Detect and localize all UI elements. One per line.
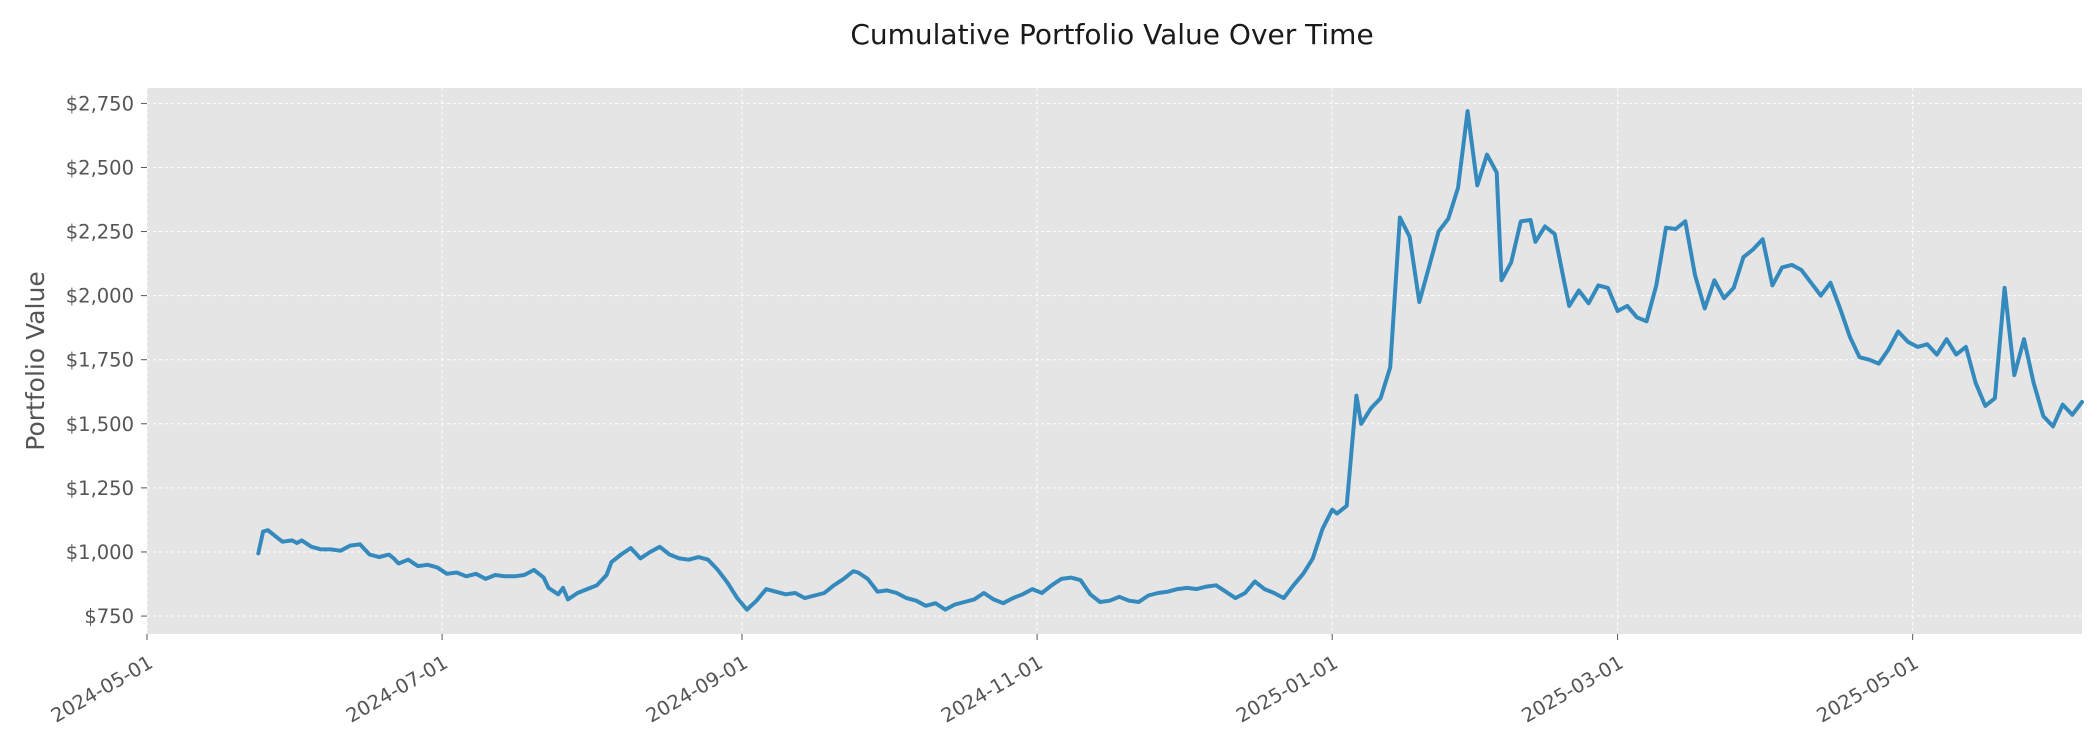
y-tick-label: $2,250 [66,221,134,244]
y-tick-label: $2,000 [66,285,134,308]
series-line-0 [256,109,2084,612]
y-tick-label: $750 [84,605,134,628]
x-tick-label: 2025-01-01 [1232,651,1342,728]
x-tick-label: 2024-09-01 [642,651,752,728]
x-tick-label: 2025-03-01 [1518,651,1628,728]
y-axis-label: Portfolio Value [21,271,50,450]
x-tick-label: 2025-05-01 [1813,651,1923,728]
x-tick-label: 2024-05-01 [47,651,157,728]
y-tick-label: $1,500 [66,413,134,436]
x-tick-label: 2024-07-01 [342,651,452,728]
x-tick-label: 2024-11-01 [937,651,1047,728]
grid-lines [146,88,2082,634]
y-ticks: $750 $1,000 $1,250 $1,500 $1,750 $2,000 $2,250… [66,92,147,628]
data-series [256,109,2084,612]
y-tick-label: $2,750 [66,92,134,115]
plot-area [147,88,2082,634]
y-tick-label: $2,500 [66,156,134,179]
y-tick-label: $1,250 [66,477,134,500]
x-ticks: 2024-05-01 2024-07-01 2024-09-01 2024-11-01… [47,634,1922,727]
y-tick-label: $1,750 [66,349,134,372]
y-tick-label: $1,000 [66,541,134,564]
chart-title: Cumulative Portfolio Value Over Time [850,18,1373,51]
